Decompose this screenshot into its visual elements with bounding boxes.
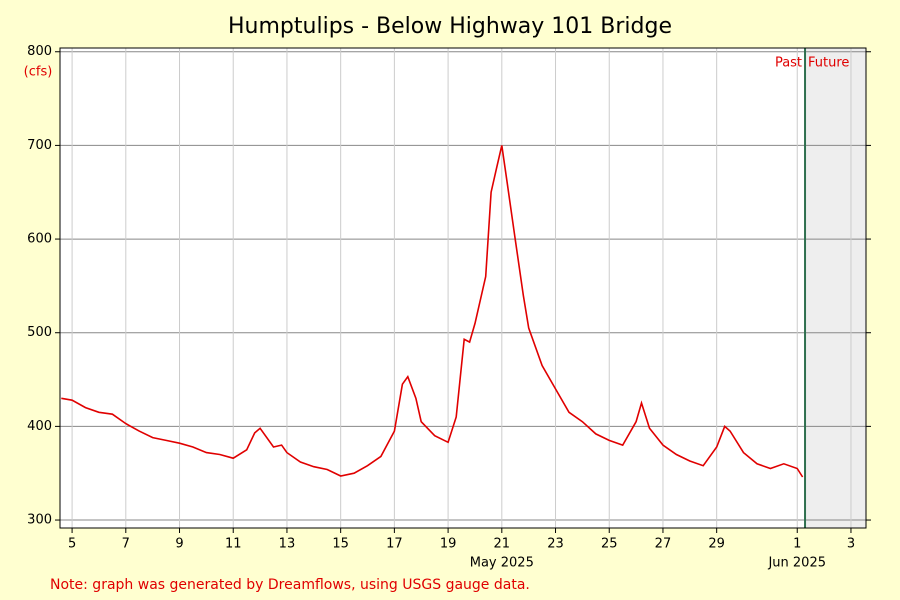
plot-border [59,47,867,529]
x-tick-label: 29 [708,537,725,552]
chart-title: Humptulips - Below Highway 101 Bridge [228,14,672,39]
month-label: May 2025 [470,556,534,571]
x-tick-label: 23 [547,537,564,552]
plot-area [60,48,866,528]
y-tick-label: 300 [27,513,52,528]
x-tick-label: 11 [225,537,242,552]
x-tick-label: 5 [68,537,76,552]
x-tick-label: 7 [122,537,130,552]
month-label: Jun 2025 [767,556,826,571]
x-tick-label: 25 [601,537,618,552]
flow-line [61,145,804,478]
x-tick-label: 3 [847,537,855,552]
future-label: Future [808,56,849,71]
y-tick-label: 700 [27,138,52,153]
note: Note: graph was generated by Dreamflows,… [50,577,530,593]
y-tick-label: 600 [27,232,52,247]
y-tick-label: 500 [27,325,52,340]
y-tick-label: 400 [27,419,52,434]
y-tick-label: 800 [27,44,52,59]
x-tick-label: 1 [793,537,801,552]
y-unit: (cfs) [24,65,53,80]
x-tick-label: 13 [279,537,296,552]
x-tick-label: 27 [655,537,672,552]
past-label: Past [775,56,802,71]
x-tick-label: 21 [494,537,511,552]
future-region [805,48,866,528]
x-tick-label: 15 [332,537,349,552]
x-tick-label: 17 [386,537,403,552]
x-tick-label: 19 [440,537,457,552]
x-tick-label: 9 [175,537,183,552]
